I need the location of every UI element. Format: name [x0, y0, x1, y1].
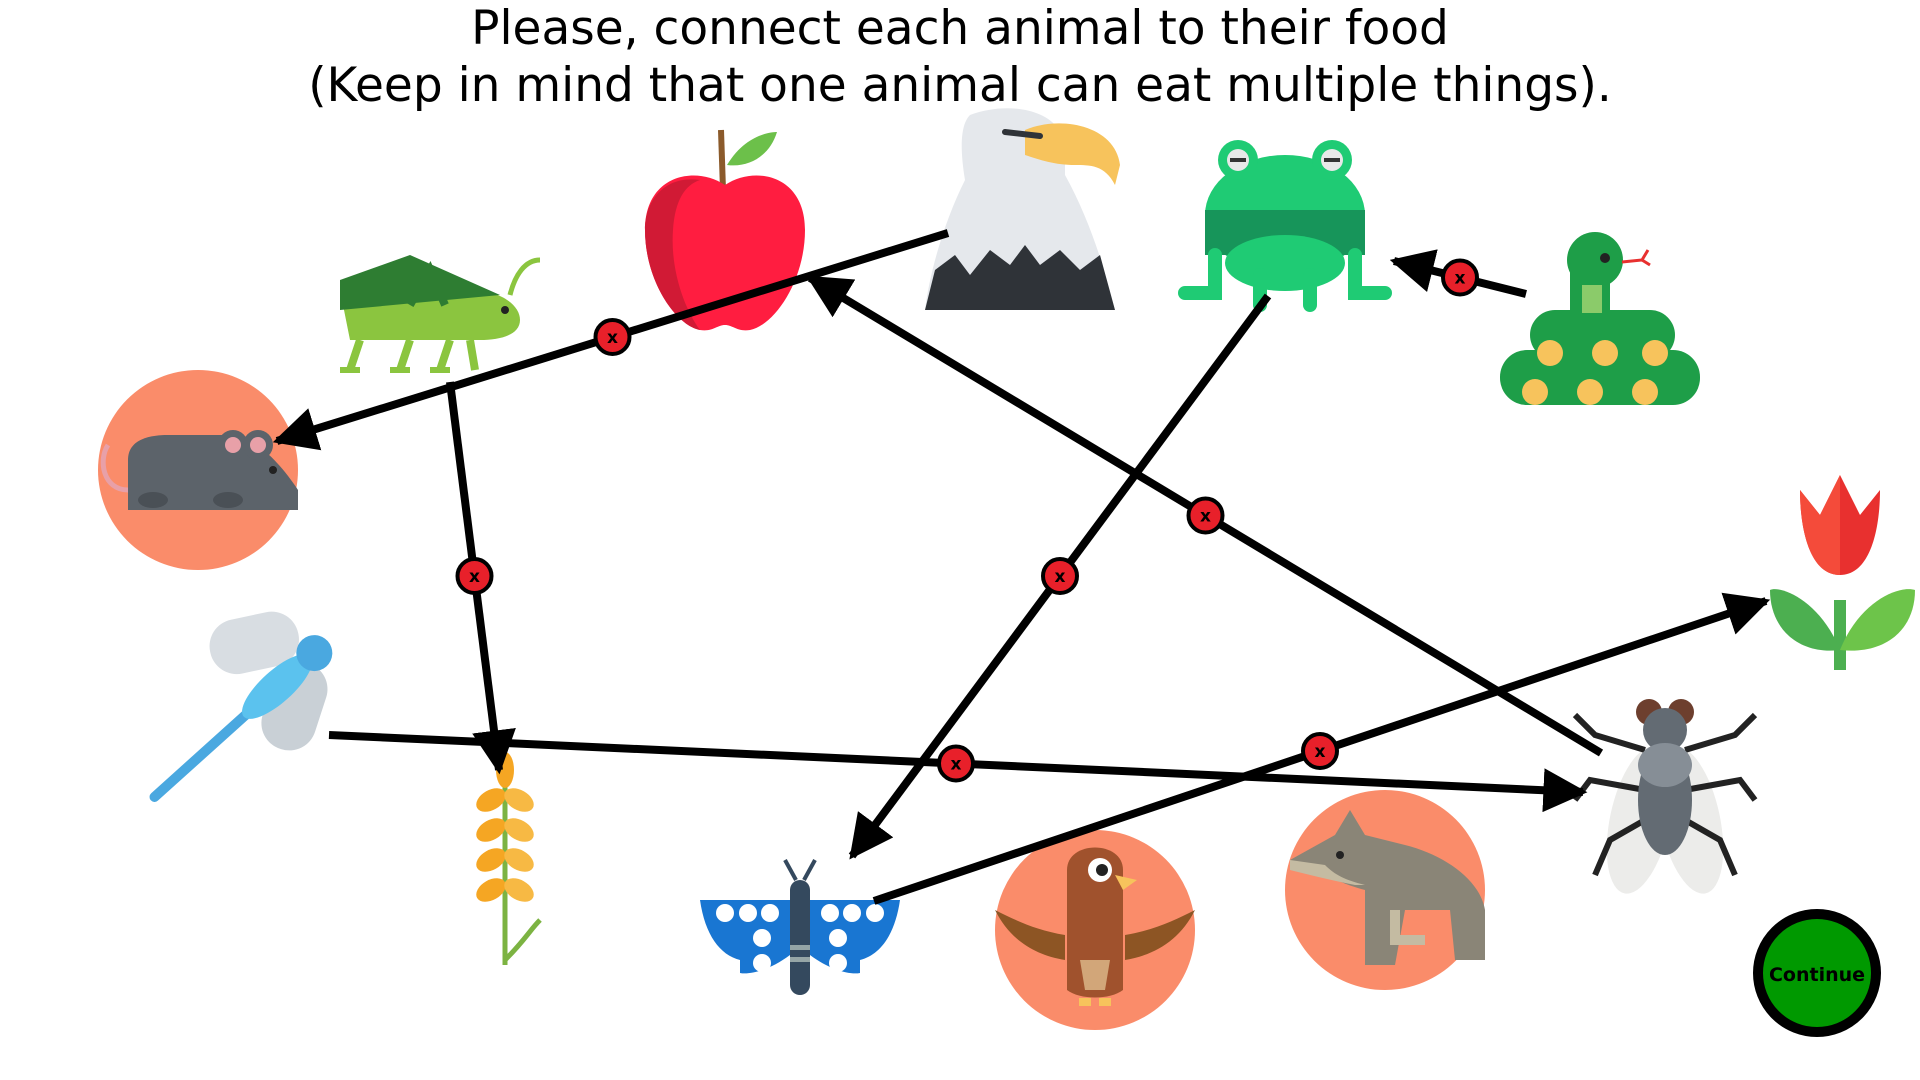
remove-connection-label: x — [607, 328, 618, 348]
wheat-icon[interactable] — [472, 752, 542, 965]
hawk-icon[interactable] — [995, 830, 1195, 1030]
butterfly-icon[interactable] — [700, 859, 900, 995]
remove-connection-label: x — [1455, 269, 1466, 289]
tulip-icon[interactable] — [1770, 475, 1915, 670]
remove-connection-button[interactable]: x — [1041, 557, 1079, 595]
remove-connection-label: x — [1055, 567, 1066, 587]
instruction-line-2: (Keep in mind that one animal can eat mu… — [308, 58, 1612, 113]
instructions: Please, connect each animal to their foo… — [0, 0, 1920, 114]
frog-icon[interactable] — [1178, 140, 1392, 312]
remove-connection-label: x — [951, 755, 962, 775]
remove-connection-label: x — [1315, 742, 1326, 762]
remove-connection-button[interactable]: x — [937, 744, 975, 783]
remove-connection-button[interactable]: x — [455, 557, 494, 595]
mouse-icon[interactable] — [98, 370, 298, 570]
wolf-icon[interactable] — [1285, 790, 1485, 990]
fly-icon[interactable] — [1572, 699, 1758, 900]
remove-connection-button[interactable]: x — [1186, 496, 1225, 535]
snake-icon[interactable] — [1500, 232, 1700, 405]
dragonfly-icon[interactable] — [88, 571, 376, 854]
connections-layer: x x x x x x x — [272, 229, 1771, 905]
continue-button[interactable]: Continue — [1753, 909, 1881, 1037]
remove-connection-label: x — [1200, 507, 1211, 527]
grasshopper-icon[interactable] — [340, 255, 541, 373]
eagle-icon[interactable] — [925, 108, 1120, 310]
remove-connection-label: x — [469, 567, 480, 587]
instruction-line-1: Please, connect each animal to their foo… — [471, 1, 1449, 56]
continue-label: Continue — [1769, 964, 1865, 986]
remove-connection-button[interactable]: x — [1301, 732, 1339, 770]
remove-connection-button[interactable]: x — [593, 318, 632, 356]
remove-connection-button[interactable]: x — [1441, 258, 1479, 297]
